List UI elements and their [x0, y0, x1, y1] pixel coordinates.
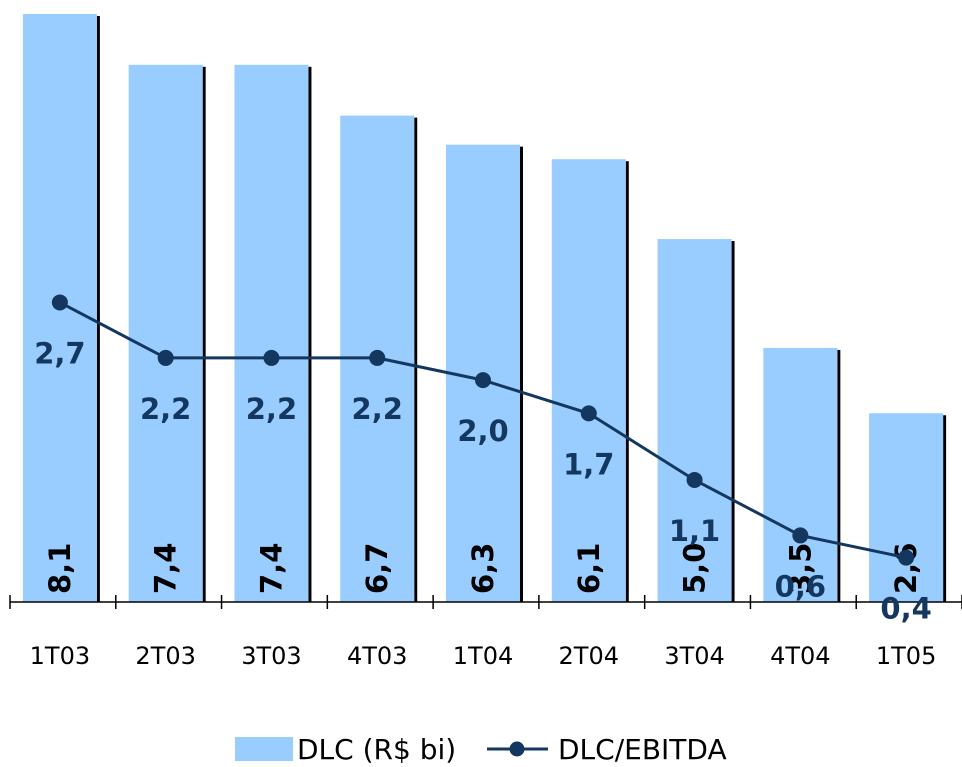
line-label: 2,0	[457, 414, 508, 448]
line-marker	[686, 471, 703, 488]
bar-shadow	[308, 66, 312, 602]
bar	[657, 239, 732, 602]
x-tick-label: 1T05	[876, 642, 936, 670]
line-label: 1,7	[563, 447, 614, 481]
line-marker	[263, 349, 280, 366]
line-marker	[792, 527, 809, 544]
line-label: 2,2	[352, 392, 403, 426]
bar-shadow	[943, 415, 947, 602]
bar-shadow	[731, 241, 735, 602]
line-series: 2,7 2,2 2,2 2,2 2,0 1,7 1,1 0,6 0,4	[34, 294, 932, 626]
x-tick-label: 3T03	[241, 642, 301, 670]
x-tick-label: 1T03	[30, 642, 90, 670]
bar-series: 8,1 7,4 7,4 6,7 6,3 6,1 5,0 3,5 2,6	[22, 14, 947, 602]
bar-label: 5,0	[678, 543, 712, 594]
bar-shadow	[202, 66, 206, 602]
bar	[763, 347, 838, 602]
line-label: 1,1	[669, 514, 720, 548]
legend-label-line: DLC/EBITDA	[558, 733, 727, 766]
bar	[234, 64, 309, 602]
line-label: 2,2	[140, 392, 191, 426]
bar	[128, 64, 203, 602]
line-marker	[580, 405, 597, 422]
x-tick-label: 1T04	[453, 642, 513, 670]
bar	[869, 413, 944, 602]
x-axis: 1T03 2T03 3T03 4T03 1T04 2T04 3T04 4T04 1T05	[9, 595, 962, 670]
legend-swatch-bar	[235, 737, 293, 761]
x-tick-label: 2T04	[559, 642, 619, 670]
line-marker	[898, 549, 915, 566]
x-tick-label: 2T03	[135, 642, 195, 670]
bar-label: 7,4	[149, 543, 183, 594]
line-marker	[369, 349, 386, 366]
line-label: 0,4	[880, 592, 931, 626]
line-label: 2,2	[246, 392, 297, 426]
x-tick-label: 4T04	[770, 642, 830, 670]
line-label: 2,7	[34, 336, 85, 370]
bar-shadow	[625, 161, 629, 602]
bar-label: 7,4	[254, 543, 288, 594]
bar-label: 8,1	[43, 543, 77, 594]
bar-label: 6,1	[572, 543, 606, 594]
line-marker	[475, 372, 491, 389]
legend-label-bar: DLC (R$ bi)	[297, 733, 456, 766]
x-tick-label: 3T04	[664, 642, 724, 670]
bar-label: 3,5	[783, 543, 817, 594]
line-marker	[157, 349, 174, 366]
bar-shadow	[520, 146, 523, 602]
bar-shadow	[96, 16, 100, 602]
legend-swatch-marker	[509, 741, 525, 757]
legend: DLC (R$ bi) DLC/EBITDA	[235, 733, 727, 766]
bar-shadow	[837, 349, 841, 602]
bar-label: 6,3	[466, 543, 500, 594]
bar-shadow	[414, 117, 418, 602]
bar-label: 6,7	[360, 543, 394, 594]
x-tick-label: 4T03	[347, 642, 407, 670]
line-label: 0,6	[775, 569, 826, 603]
line-marker	[51, 294, 68, 311]
bar	[551, 159, 626, 602]
